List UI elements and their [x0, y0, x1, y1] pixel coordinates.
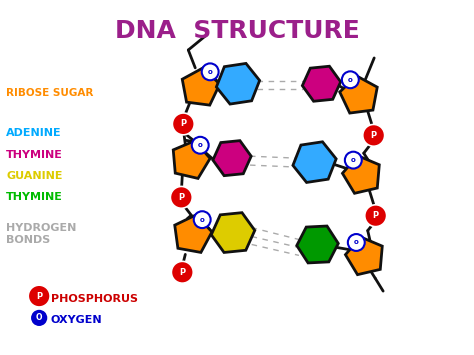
Circle shape — [192, 137, 209, 154]
Polygon shape — [302, 66, 341, 101]
Polygon shape — [342, 156, 379, 193]
Circle shape — [202, 64, 219, 80]
Polygon shape — [213, 141, 251, 176]
Circle shape — [363, 124, 384, 146]
Text: P: P — [179, 268, 185, 277]
Circle shape — [173, 113, 194, 135]
Text: THYMINE: THYMINE — [6, 192, 63, 202]
Polygon shape — [340, 76, 377, 113]
Polygon shape — [175, 215, 212, 252]
Polygon shape — [216, 64, 260, 104]
Text: GUANINE: GUANINE — [6, 171, 63, 181]
Circle shape — [28, 285, 50, 307]
Polygon shape — [346, 237, 382, 275]
Text: P: P — [373, 211, 379, 220]
Text: DNA  STRUCTURE: DNA STRUCTURE — [115, 19, 359, 43]
Circle shape — [30, 309, 48, 327]
Text: P: P — [178, 193, 184, 202]
Text: THYMINE: THYMINE — [6, 149, 63, 160]
Circle shape — [348, 234, 365, 251]
Text: o: o — [200, 217, 205, 223]
Circle shape — [365, 205, 387, 226]
Circle shape — [345, 152, 362, 169]
Circle shape — [194, 211, 210, 228]
Text: o: o — [348, 77, 353, 83]
Text: o: o — [198, 142, 202, 148]
Text: P: P — [36, 291, 42, 301]
Circle shape — [170, 186, 192, 208]
Text: o: o — [351, 157, 356, 163]
Text: OXYGEN: OXYGEN — [51, 315, 102, 325]
Text: ADENINE: ADENINE — [6, 129, 62, 138]
Text: P: P — [180, 119, 186, 129]
Circle shape — [172, 261, 193, 283]
Text: O: O — [36, 313, 42, 322]
Polygon shape — [211, 213, 255, 252]
Text: RIBOSE SUGAR: RIBOSE SUGAR — [6, 88, 93, 98]
Text: o: o — [208, 69, 212, 75]
Text: o: o — [354, 240, 359, 246]
Polygon shape — [297, 226, 338, 263]
Polygon shape — [173, 141, 210, 179]
Circle shape — [342, 71, 359, 88]
Text: PHOSPHORUS: PHOSPHORUS — [51, 294, 138, 304]
Text: P: P — [371, 131, 377, 140]
Polygon shape — [182, 68, 220, 105]
Polygon shape — [293, 142, 336, 182]
Text: HYDROGEN
BONDS: HYDROGEN BONDS — [6, 223, 76, 245]
